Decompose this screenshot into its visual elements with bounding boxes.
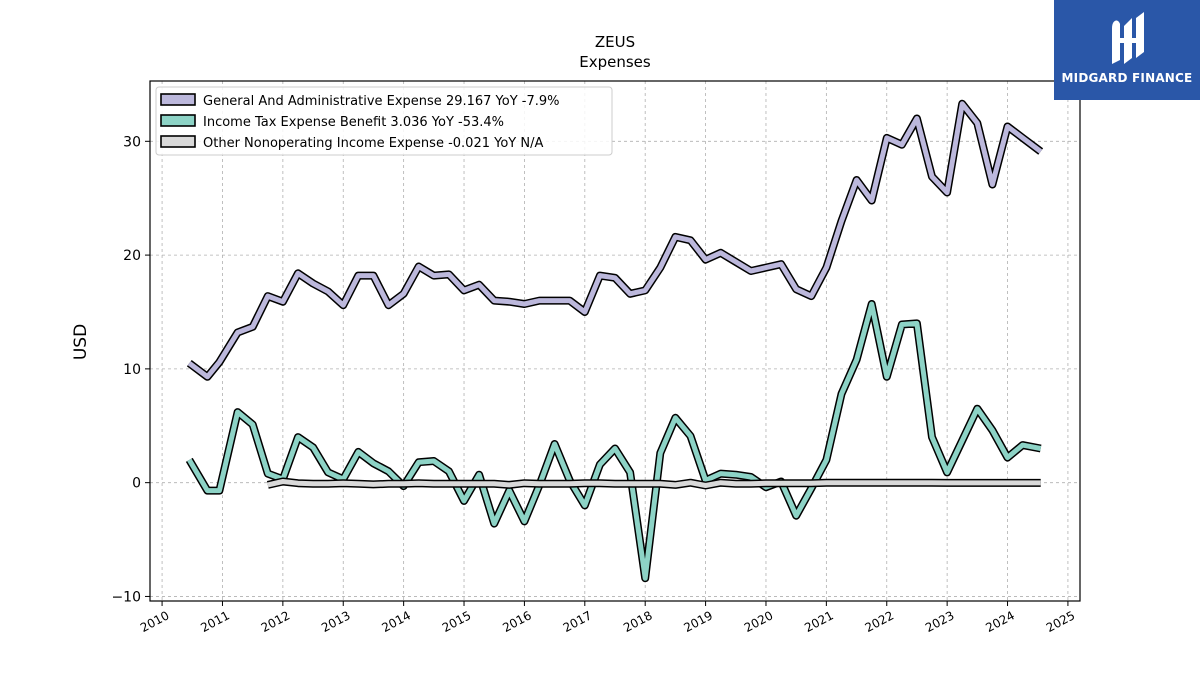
chart-subtitle: Expenses: [579, 53, 651, 71]
legend-label: Other Nonoperating Income Expense -0.021…: [203, 136, 543, 151]
axes: 2010 2011 2012 2013 2014 2015 2016 2017 2018 2019…: [111, 134, 1077, 635]
series-stroke: [267, 479, 1041, 488]
legend-swatch: [160, 135, 196, 148]
x-tick-label: 2017: [561, 608, 595, 635]
brand-logo: MIDGARD FINANCE: [1054, 0, 1200, 100]
series-3-line: [266, 477, 1041, 490]
x-tick-label: 2014: [380, 608, 414, 635]
series-outline: [185, 300, 1042, 583]
x-tick-label: 2021: [802, 608, 836, 635]
legend-swatch: [160, 93, 196, 106]
series-stroke: [187, 101, 1043, 380]
legend-label: Income Tax Expense Benefit 3.036 YoY -53…: [203, 115, 504, 130]
series-2-line: [185, 300, 1042, 583]
x-tick-label: 2022: [863, 608, 897, 635]
y-tick-label: 0: [132, 476, 141, 492]
x-tick-label: 2011: [198, 608, 232, 635]
series-stroke: [187, 301, 1042, 581]
plot-frame: [149, 80, 1081, 602]
plot-series: [185, 99, 1044, 583]
x-tick-label: 2019: [681, 608, 715, 635]
x-tick-label: 2025: [1044, 608, 1078, 635]
logo-mark-icon: [1112, 12, 1144, 64]
chart-title: ZEUS: [595, 33, 635, 51]
x-tick-label: 2016: [500, 608, 534, 635]
x-tick-label: 2024: [983, 608, 1017, 635]
x-tick-label: 2018: [621, 608, 655, 635]
legend-swatch: [160, 114, 196, 127]
x-tick-label: 2023: [923, 608, 957, 635]
x-tick-label: 2015: [440, 608, 474, 635]
x-tick-label: 2012: [259, 608, 293, 635]
y-axis-label: USD: [71, 324, 91, 360]
x-tick-label: 2010: [138, 608, 172, 635]
x-tick-label: 2020: [742, 608, 776, 635]
grid-lines: [150, 81, 1080, 601]
y-tick-label: 10: [123, 362, 141, 378]
y-tick-label: 30: [123, 134, 141, 150]
x-tick-label: 2013: [319, 608, 353, 635]
series-1-line: [186, 99, 1044, 381]
y-tick-label: 20: [123, 248, 141, 264]
legend: General And Administrative Expense 29.16…: [155, 86, 613, 156]
legend-box: [155, 86, 613, 156]
logo-text: MIDGARD FINANCE: [1061, 71, 1193, 85]
y-tick-label: −10: [111, 589, 141, 605]
legend-label: General And Administrative Expense 29.16…: [203, 94, 560, 109]
